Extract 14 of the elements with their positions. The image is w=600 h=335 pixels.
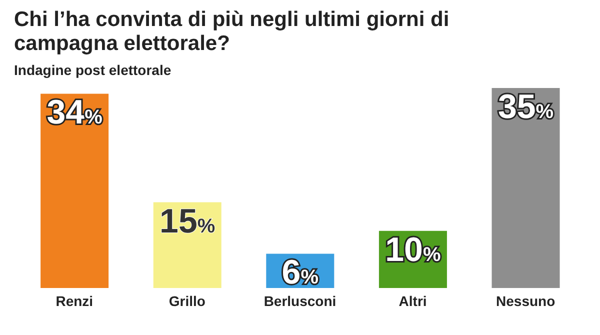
x-tick-label: Nessuno	[496, 292, 556, 309]
data-label: 10%	[385, 230, 441, 269]
x-tick-label: Berlusconi	[264, 292, 336, 309]
data-label: 34%	[46, 94, 103, 132]
bar	[492, 88, 560, 288]
data-label: 6%	[282, 254, 319, 292]
x-tick-label: Altri	[398, 292, 427, 309]
data-label: 15%	[160, 202, 216, 240]
chart-subtitle: Indagine post elettorale	[13, 62, 172, 78]
x-tick-label: Renzi	[56, 292, 94, 309]
bar	[40, 94, 109, 288]
data-label: 35%	[498, 88, 554, 126]
chart-title: Chi l’ha convinta di più negli ultimi giorni di campagna elettorale?	[13, 8, 450, 56]
x-tick-label: Grillo	[168, 292, 206, 309]
